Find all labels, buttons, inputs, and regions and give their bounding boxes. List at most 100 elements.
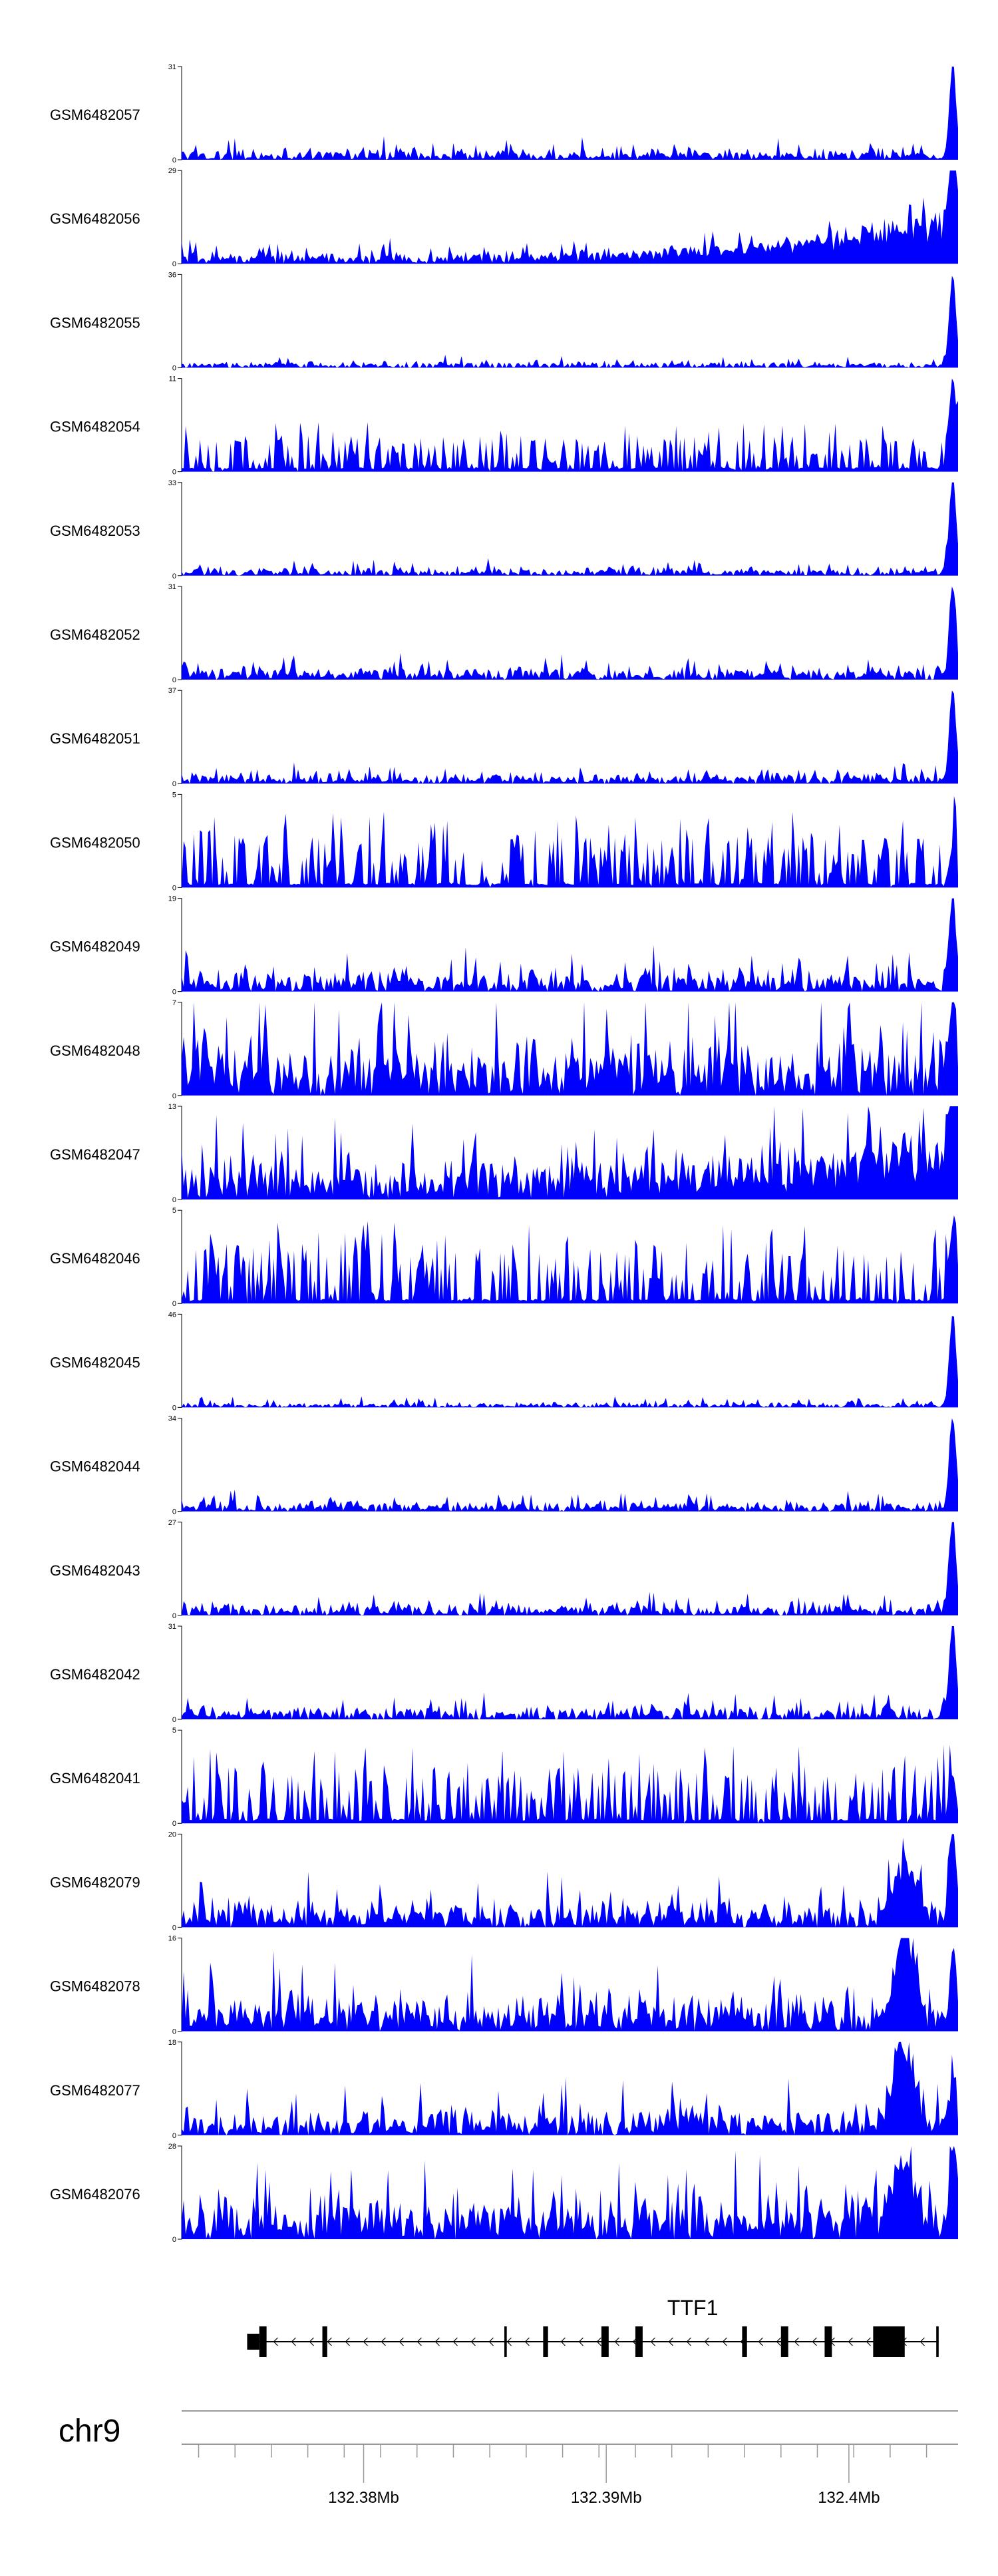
track-ymin-label: 0 bbox=[172, 2236, 176, 2244]
track-GSM6482076: GSM6482076 28 0 bbox=[50, 2143, 958, 2244]
strand-arrow bbox=[686, 2337, 691, 2346]
exon bbox=[873, 2326, 905, 2357]
exon bbox=[504, 2326, 507, 2357]
track-ymax-label: 34 bbox=[168, 1415, 176, 1423]
exon bbox=[780, 2326, 788, 2357]
coverage-area bbox=[182, 1316, 958, 1408]
strand-arrow bbox=[524, 2337, 530, 2346]
track-ymax-label: 5 bbox=[172, 791, 176, 799]
track-ymin-label: 0 bbox=[172, 988, 176, 996]
strand-arrow bbox=[506, 2337, 512, 2346]
coverage-area bbox=[182, 898, 958, 992]
coverage-area bbox=[182, 690, 958, 784]
strand-arrow bbox=[596, 2337, 601, 2346]
strand-arrow bbox=[488, 2337, 494, 2346]
track-ymin-label: 0 bbox=[172, 1092, 176, 1100]
track-label: GSM6482048 bbox=[50, 1042, 140, 1059]
track-ymin-label: 0 bbox=[172, 1404, 176, 1412]
track-y-axis bbox=[178, 1729, 182, 1824]
track-y-axis bbox=[178, 378, 182, 473]
track-y-axis bbox=[178, 66, 182, 160]
coverage-area bbox=[182, 378, 958, 472]
track-ymax-label: 11 bbox=[169, 375, 176, 383]
track-ymax-label: 29 bbox=[168, 167, 176, 175]
coverage-tracks: GSM6482057310GSM6482056290GSM6482055360G… bbox=[50, 63, 958, 2244]
strand-arrow bbox=[794, 2337, 799, 2346]
track-y-axis bbox=[178, 1938, 182, 2032]
track-ymin-label: 0 bbox=[172, 156, 176, 164]
coverage-area bbox=[182, 586, 958, 680]
strand-arrow bbox=[345, 2337, 350, 2346]
track-y-axis bbox=[178, 1522, 182, 1616]
track-label: GSM6482057 bbox=[50, 107, 140, 123]
track-ymin-label: 0 bbox=[172, 469, 176, 477]
exon bbox=[601, 2326, 609, 2357]
track-ymin-label: 0 bbox=[172, 1924, 176, 1932]
track-label: GSM6482050 bbox=[50, 834, 140, 851]
track-label: GSM6482046 bbox=[50, 1250, 140, 1267]
coverage-area bbox=[182, 482, 958, 576]
track-y-axis bbox=[178, 1625, 182, 1720]
strand-arrow bbox=[650, 2337, 655, 2346]
track-ymin-label: 0 bbox=[172, 1196, 176, 1204]
track-ymax-label: 18 bbox=[168, 2039, 176, 2047]
track-label: GSM6482053 bbox=[50, 523, 140, 539]
track-GSM6482054: GSM6482054 11 0 bbox=[50, 375, 958, 477]
track-y-axis bbox=[178, 898, 182, 992]
track-label: GSM6482079 bbox=[50, 1874, 140, 1890]
track-ymax-label: 31 bbox=[168, 63, 176, 71]
strand-arrow bbox=[399, 2337, 404, 2346]
coverage-area bbox=[182, 2146, 958, 2239]
coverage-area bbox=[182, 1745, 958, 1824]
track-GSM6482044: GSM6482044 34 0 bbox=[50, 1415, 958, 1516]
track-GSM6482048: GSM6482048 7 0 bbox=[50, 999, 958, 1100]
axis-tick-label: 132.39Mb bbox=[571, 2489, 642, 2507]
coverage-area bbox=[182, 1002, 958, 1096]
track-y-axis bbox=[178, 170, 182, 264]
track-GSM6482079: GSM6482079 20 0 bbox=[50, 1830, 958, 1932]
chromosome-label: chr9 bbox=[59, 2414, 120, 2449]
track-y-axis bbox=[178, 1106, 182, 1200]
track-label: GSM6482049 bbox=[50, 939, 140, 955]
coverage-area bbox=[182, 1626, 958, 1719]
strand-arrow bbox=[381, 2337, 386, 2346]
coverage-area bbox=[182, 1834, 958, 1928]
track-ymin-label: 0 bbox=[172, 364, 176, 372]
exon bbox=[635, 2326, 643, 2357]
track-ymax-label: 19 bbox=[168, 895, 176, 903]
exon bbox=[824, 2326, 832, 2357]
track-y-axis bbox=[178, 482, 182, 576]
track-ymin-label: 0 bbox=[172, 1716, 176, 1724]
strand-arrow bbox=[291, 2337, 296, 2346]
track-ymax-label: 31 bbox=[168, 1623, 176, 1631]
coverage-area bbox=[182, 170, 958, 264]
track-label: GSM6482043 bbox=[50, 1562, 140, 1579]
coverage-area bbox=[182, 1418, 958, 1512]
track-ymin-label: 0 bbox=[172, 260, 176, 268]
exon bbox=[247, 2334, 259, 2350]
coverage-area bbox=[182, 795, 958, 888]
track-ymax-label: 5 bbox=[172, 1207, 176, 1215]
track-ymin-label: 0 bbox=[172, 2028, 176, 2036]
strand-arrow bbox=[578, 2337, 583, 2346]
track-ymin-label: 0 bbox=[172, 572, 176, 580]
track-ymax-label: 7 bbox=[172, 999, 176, 1007]
track-ymax-label: 13 bbox=[168, 1103, 176, 1111]
coverage-area bbox=[182, 1938, 958, 2032]
track-label: GSM6482076 bbox=[50, 2186, 140, 2203]
gene-strand-arrows bbox=[273, 2337, 925, 2346]
exon bbox=[322, 2326, 327, 2357]
track-GSM6482055: GSM6482055 36 0 bbox=[50, 271, 958, 372]
track-GSM6482056: GSM6482056 29 0 bbox=[50, 167, 958, 268]
track-y-axis bbox=[178, 1833, 182, 1928]
coverage-area bbox=[182, 2041, 958, 2135]
track-label: GSM6482055 bbox=[50, 314, 140, 331]
axis-tick-label: 132.38Mb bbox=[328, 2489, 399, 2507]
genome-axis-ticks: 132.38Mb 132.39Mb 132.4Mb bbox=[198, 2444, 927, 2507]
track-y-axis bbox=[178, 1002, 182, 1096]
coverage-area bbox=[182, 1522, 958, 1615]
chromosome-axis: chr9 132.38Mb 132.39Mb 132.4Mb bbox=[59, 2410, 958, 2507]
strand-arrow bbox=[866, 2337, 871, 2346]
track-y-axis bbox=[178, 274, 182, 368]
gene-exons bbox=[247, 2326, 939, 2357]
